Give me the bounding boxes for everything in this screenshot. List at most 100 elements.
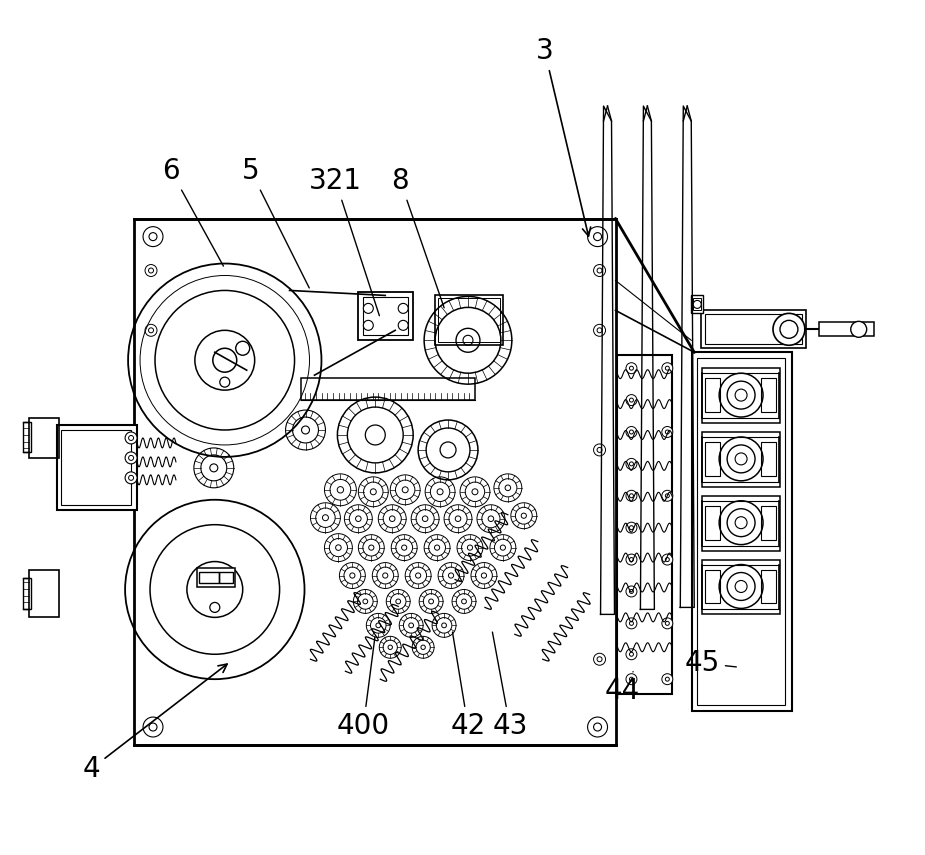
Circle shape: [364, 321, 374, 330]
Circle shape: [435, 545, 439, 551]
Text: 3: 3: [536, 38, 591, 236]
Circle shape: [210, 603, 220, 612]
Circle shape: [594, 723, 601, 731]
Circle shape: [629, 652, 634, 657]
Circle shape: [472, 489, 478, 495]
Bar: [61, 430, 131, 504]
Text: 321: 321: [309, 167, 379, 315]
Circle shape: [129, 456, 133, 460]
Circle shape: [727, 445, 755, 473]
Text: 42: 42: [450, 632, 486, 740]
Circle shape: [428, 599, 434, 604]
Bar: [702, 369, 780, 423]
Circle shape: [500, 545, 505, 551]
Circle shape: [662, 618, 672, 628]
Bar: [219, 571, 233, 583]
Circle shape: [364, 304, 374, 314]
Circle shape: [662, 363, 672, 374]
Circle shape: [302, 426, 310, 434]
Circle shape: [629, 366, 634, 370]
Bar: [761, 506, 776, 540]
Circle shape: [727, 381, 755, 409]
Circle shape: [149, 268, 154, 273]
Circle shape: [149, 723, 157, 731]
Bar: [23, 577, 31, 610]
Bar: [702, 559, 780, 615]
Circle shape: [594, 233, 601, 240]
Circle shape: [129, 475, 133, 481]
Circle shape: [401, 545, 407, 551]
Circle shape: [365, 425, 385, 445]
Circle shape: [629, 398, 634, 402]
Bar: [701, 310, 806, 348]
Bar: [358, 292, 413, 340]
Circle shape: [735, 516, 747, 528]
Bar: [702, 432, 780, 486]
Circle shape: [727, 573, 755, 600]
Bar: [705, 378, 721, 412]
Circle shape: [626, 674, 637, 685]
Circle shape: [125, 452, 137, 464]
Circle shape: [665, 494, 670, 498]
Circle shape: [629, 557, 634, 562]
Circle shape: [597, 447, 602, 452]
Circle shape: [350, 573, 355, 578]
Circle shape: [662, 490, 672, 501]
Circle shape: [693, 300, 701, 309]
Circle shape: [149, 327, 154, 333]
Bar: [435, 296, 503, 345]
Circle shape: [488, 516, 494, 522]
Circle shape: [629, 494, 634, 498]
Text: 8: 8: [391, 167, 444, 308]
Bar: [693, 298, 701, 310]
Bar: [618, 355, 672, 694]
Circle shape: [719, 437, 763, 481]
Circle shape: [626, 554, 637, 565]
Circle shape: [369, 545, 374, 551]
Circle shape: [398, 321, 408, 330]
Bar: [301, 378, 475, 400]
Circle shape: [467, 545, 473, 551]
Circle shape: [735, 581, 747, 593]
Circle shape: [336, 545, 341, 551]
Circle shape: [236, 341, 250, 355]
Circle shape: [594, 444, 606, 456]
Circle shape: [597, 657, 602, 662]
Polygon shape: [603, 106, 611, 121]
Circle shape: [388, 645, 392, 650]
Bar: [30, 569, 59, 617]
Circle shape: [389, 516, 395, 522]
Circle shape: [626, 458, 637, 469]
Circle shape: [665, 366, 670, 370]
Text: 6: 6: [162, 156, 224, 266]
Circle shape: [481, 573, 487, 578]
Circle shape: [440, 442, 456, 458]
Text: 4: 4: [82, 664, 227, 783]
Circle shape: [597, 327, 602, 333]
Bar: [705, 442, 721, 476]
Circle shape: [662, 427, 672, 438]
Circle shape: [143, 717, 163, 737]
Circle shape: [438, 489, 443, 495]
Circle shape: [626, 363, 637, 374]
Circle shape: [505, 485, 511, 491]
Circle shape: [363, 599, 368, 604]
Bar: [819, 322, 873, 336]
Circle shape: [521, 513, 526, 518]
Polygon shape: [640, 106, 654, 610]
Circle shape: [383, 573, 388, 578]
Bar: [199, 571, 219, 583]
Circle shape: [665, 677, 670, 681]
Polygon shape: [680, 106, 695, 607]
Circle shape: [145, 324, 157, 336]
Circle shape: [594, 653, 606, 665]
Circle shape: [220, 377, 229, 387]
Circle shape: [370, 489, 376, 495]
Circle shape: [587, 717, 608, 737]
Circle shape: [780, 321, 798, 339]
Circle shape: [719, 373, 763, 417]
Bar: [692, 352, 792, 711]
Circle shape: [409, 623, 413, 628]
Bar: [761, 442, 776, 476]
Circle shape: [149, 233, 157, 240]
